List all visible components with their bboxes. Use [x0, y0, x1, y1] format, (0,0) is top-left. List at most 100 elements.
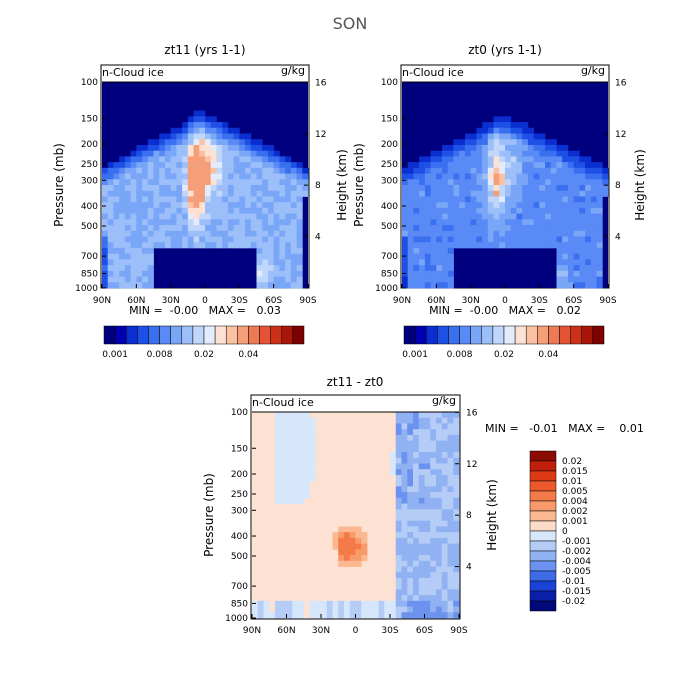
data-cell [199, 144, 206, 152]
data-cell [124, 185, 132, 192]
data-cell [453, 526, 460, 533]
data-cell [187, 185, 194, 192]
legend-swatch [529, 460, 557, 472]
data-cell [216, 150, 223, 157]
x-tick-label: 30S [381, 626, 398, 636]
data-cell [476, 213, 483, 220]
data-cell [142, 282, 149, 289]
data-cell [187, 225, 194, 232]
data-cell [539, 173, 546, 180]
data-cell [130, 185, 137, 192]
data-cell [338, 543, 345, 550]
data-cell [401, 429, 408, 436]
data-cell [113, 190, 120, 197]
data-cell [338, 606, 345, 613]
data-cell [280, 434, 287, 442]
data-cell [442, 144, 449, 152]
data-cell [447, 434, 454, 442]
data-cell [273, 196, 280, 203]
data-cell [273, 156, 280, 163]
data-cell [442, 162, 449, 169]
data-cell [147, 276, 154, 283]
x-tick-label: 0 [353, 626, 359, 636]
data-cell [487, 213, 494, 220]
data-cell [262, 265, 269, 272]
data-cell [533, 179, 540, 186]
data-cell [395, 434, 402, 442]
colorbar-swatch [148, 325, 160, 345]
data-cell [527, 144, 535, 152]
data-cell [430, 225, 437, 232]
field-label: n-Cloud ice [402, 66, 464, 79]
data-cell [245, 207, 252, 215]
data-cell [482, 242, 489, 249]
y-tick-label: 250 [381, 160, 398, 170]
data-cell [355, 560, 362, 567]
data-cell [285, 225, 292, 232]
data-cell [453, 480, 460, 487]
data-cell [436, 503, 443, 510]
data-cell [567, 150, 575, 157]
data-cell [119, 185, 126, 192]
data-cell [436, 259, 443, 266]
data-cell [442, 156, 449, 163]
data-cell [459, 230, 466, 237]
data-cell [407, 242, 414, 249]
data-cell [436, 595, 443, 602]
data-cell [275, 446, 282, 453]
data-cell [176, 185, 183, 192]
data-cell [459, 185, 466, 192]
data-cell [550, 190, 557, 197]
data-cell [424, 492, 431, 499]
data-cell [256, 207, 263, 215]
data-cell [441, 497, 448, 504]
data-cell [413, 474, 420, 482]
data-cell [159, 139, 166, 146]
data-cell [505, 185, 512, 192]
data-cell [453, 520, 460, 527]
data-cell [430, 179, 437, 186]
data-cell [407, 276, 414, 283]
data-cell [267, 185, 275, 192]
data-cell [273, 270, 280, 277]
data-cell [447, 560, 454, 567]
data-cell [142, 202, 149, 209]
data-cell [401, 532, 408, 539]
data-cell [239, 207, 246, 215]
data-cell [401, 509, 408, 516]
data-cell [279, 156, 286, 163]
data-cell [119, 190, 126, 197]
data-cell [227, 207, 235, 215]
data-cell [250, 207, 257, 215]
data-cell [470, 219, 477, 226]
data-cell [372, 600, 379, 607]
data-cell [279, 219, 286, 226]
data-cell [290, 196, 297, 203]
data-cell [413, 196, 420, 203]
data-cell [499, 190, 506, 197]
data-cell [130, 207, 137, 215]
data-cell [567, 162, 575, 169]
data-cell [522, 213, 529, 220]
data-cell [332, 537, 339, 545]
data-cell [436, 179, 443, 186]
data-cell [401, 560, 408, 567]
colorbar: 0.001 0.008 0.02 0.04 [402, 325, 605, 360]
data-cell [102, 213, 109, 220]
data-cell [233, 179, 240, 186]
data-cell [286, 480, 293, 487]
data-cell [499, 167, 506, 174]
data-cell [227, 127, 235, 134]
data-cell [275, 606, 282, 613]
data-cell [562, 150, 569, 157]
data-cell [442, 247, 449, 255]
data-cell [193, 190, 200, 197]
data-cell [142, 185, 149, 192]
data-cell [233, 133, 240, 140]
data-cell [510, 122, 517, 129]
data-cell [285, 219, 292, 226]
data-cell [550, 144, 557, 152]
data-cell [545, 207, 552, 215]
data-cell [482, 207, 489, 215]
data-cell [298, 469, 305, 476]
